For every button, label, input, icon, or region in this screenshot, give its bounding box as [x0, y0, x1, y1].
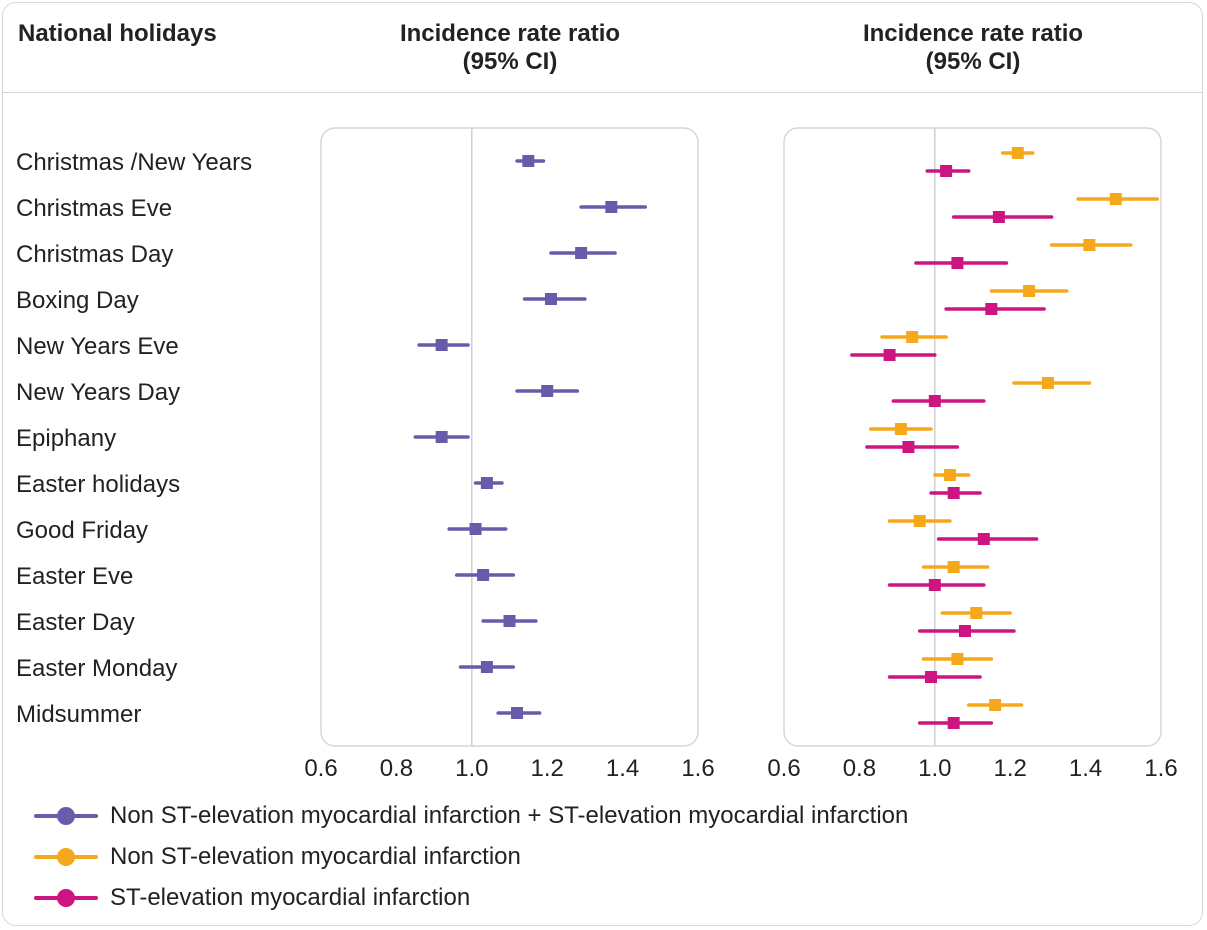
estimate-marker-p2-s1-r10	[947, 561, 960, 573]
estimate-marker-p2-s1-r7	[894, 423, 907, 435]
panel-1-x-tick-label: 0.8	[380, 755, 413, 782]
estimate-marker-p1-s1-r10	[477, 569, 490, 581]
estimate-marker-p2-s2-r2	[992, 211, 1005, 223]
row-label-7: Epiphany	[16, 425, 116, 452]
row-label-8: Easter holidays	[16, 471, 180, 498]
estimate-marker-p2-s1-r9	[913, 515, 926, 527]
estimate-marker-p2-s2-r9	[977, 533, 990, 545]
estimate-marker-p1-s1-r11	[503, 615, 516, 627]
estimate-marker-p2-s1-r11	[970, 607, 983, 619]
estimate-marker-p2-s2-r1	[940, 165, 953, 177]
panel-2-title: Incidence rate ratio (95% CI)	[813, 20, 1133, 76]
legend-item-combined: Non ST-elevation myocardial infarction +…	[34, 795, 908, 836]
estimate-marker-p2-s2-r11	[958, 625, 971, 637]
estimate-marker-p2-s2-r12	[925, 671, 938, 683]
legend-item-stemi: ST-elevation myocardial infarction	[34, 877, 908, 918]
estimate-marker-p2-s2-r13	[947, 717, 960, 729]
header-divider	[2, 92, 1203, 93]
panel-1-title: Incidence rate ratio (95% CI)	[350, 20, 670, 76]
estimate-marker-p2-s1-r2	[1109, 193, 1122, 205]
estimate-marker-p1-s1-r12	[480, 661, 493, 673]
row-label-6: New Years Day	[16, 379, 180, 406]
estimate-marker-p2-s1-r8	[943, 469, 956, 481]
panel-2-x-tick-label: 0.8	[843, 755, 876, 782]
panel-2-title-line2: (95% CI)	[925, 48, 1021, 75]
legend-swatch-combined	[34, 806, 98, 826]
legend-swatch-nstemi	[34, 847, 98, 867]
panel-2-x-tick-label: 1.6	[1144, 755, 1177, 782]
estimate-marker-p2-s1-r5	[906, 331, 919, 343]
panel-2-box	[783, 127, 1162, 747]
panel-2-x-tick-label: 1.2	[994, 755, 1027, 782]
legend-swatch-stemi	[34, 888, 98, 908]
estimate-marker-p2-s1-r12	[951, 653, 964, 665]
panel-1-title-line2: (95% CI)	[462, 48, 558, 75]
estimate-marker-p2-s1-r4	[1023, 285, 1036, 297]
estimate-marker-p1-s1-r2	[605, 201, 618, 213]
estimate-marker-p2-s1-r6	[1041, 377, 1054, 389]
estimate-marker-p2-s1-r3	[1083, 239, 1096, 251]
estimate-marker-p1-s1-r4	[544, 293, 557, 305]
estimate-marker-p1-s1-r3	[575, 247, 588, 259]
estimate-marker-p2-s2-r4	[985, 303, 998, 315]
estimate-marker-p2-s2-r7	[902, 441, 915, 453]
panel-1-x-tick-label: 1.6	[681, 755, 714, 782]
row-label-10: Easter Eve	[16, 563, 133, 590]
legend-label-stemi: ST-elevation myocardial infarction	[110, 883, 471, 911]
estimate-marker-p2-s2-r6	[928, 395, 941, 407]
row-label-3: Christmas Day	[16, 241, 173, 268]
panel-1-x-tick-label: 0.6	[304, 755, 337, 782]
legend-label-combined: Non ST-elevation myocardial infarction +…	[110, 801, 909, 829]
panel-1-box	[320, 127, 699, 747]
row-label-1: Christmas /New Years	[16, 149, 252, 176]
estimate-marker-p2-s2-r8	[947, 487, 960, 499]
row-label-5: New Years Eve	[16, 333, 179, 360]
panel-2-x-tick-label: 1.0	[918, 755, 951, 782]
estimate-marker-p1-s1-r7	[435, 431, 448, 443]
panel-1-title-line1: Incidence rate ratio	[399, 20, 621, 47]
row-label-2: Christmas Eve	[16, 195, 172, 222]
legend: Non ST-elevation myocardial infarction +…	[34, 795, 908, 918]
column-header-holidays: National holidays	[18, 20, 217, 47]
panel-1-x-tick-label: 1.2	[531, 755, 564, 782]
row-label-4: Boxing Day	[16, 287, 139, 314]
estimate-marker-p1-s1-r5	[435, 339, 448, 351]
estimate-marker-p1-s1-r6	[541, 385, 554, 397]
estimate-marker-p1-s1-r8	[480, 477, 493, 489]
panel-1-x-tick-label: 1.4	[606, 755, 639, 782]
legend-item-nstemi: Non ST-elevation myocardial infarction	[34, 836, 908, 877]
estimate-marker-p2-s2-r5	[883, 349, 896, 361]
estimate-marker-p2-s1-r13	[989, 699, 1002, 711]
panel-2-title-line1: Incidence rate ratio	[862, 20, 1084, 47]
panel-2-x-tick-label: 1.4	[1069, 755, 1102, 782]
estimate-marker-p2-s2-r3	[951, 257, 964, 269]
estimate-marker-p1-s1-r9	[469, 523, 482, 535]
panel-1-x-tick-label: 1.0	[455, 755, 488, 782]
estimate-marker-p1-s1-r1	[522, 155, 535, 167]
estimate-marker-p1-s1-r13	[511, 707, 524, 719]
estimate-marker-p2-s2-r10	[928, 579, 941, 591]
legend-label-nstemi: Non ST-elevation myocardial infarction	[110, 842, 521, 870]
panel-2-x-tick-label: 0.6	[767, 755, 800, 782]
row-label-9: Good Friday	[16, 517, 148, 544]
row-label-11: Easter Day	[16, 609, 135, 636]
row-label-12: Easter Monday	[16, 655, 177, 682]
row-label-13: Midsummer	[16, 701, 141, 728]
estimate-marker-p2-s1-r1	[1011, 147, 1024, 159]
